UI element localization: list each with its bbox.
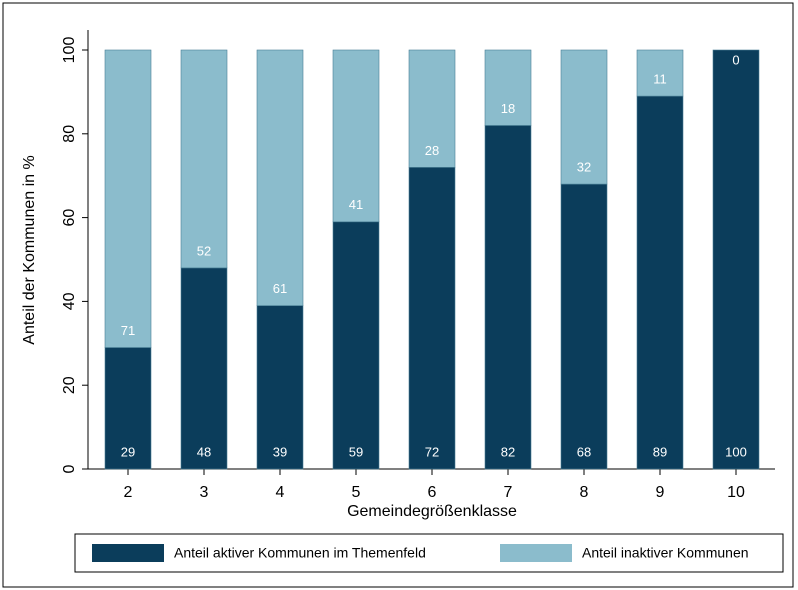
bar-segment: [256, 305, 304, 470]
value-label: 71: [121, 323, 135, 338]
bar-segment: [560, 183, 608, 470]
bar-segment: [256, 49, 304, 306]
bar-segment: [408, 167, 456, 470]
bar-segment: [636, 49, 684, 97]
legend-label: Anteil aktiver Kommunen im Themenfeld: [174, 545, 426, 561]
bar-segment: [332, 221, 380, 470]
bar-segment: [636, 95, 684, 470]
bar-segment: [560, 49, 608, 185]
value-label: 52: [197, 243, 211, 258]
value-label: 11: [653, 72, 667, 87]
y-axis-title: Anteil der Kommunen in %: [21, 155, 38, 344]
legend-swatch: [500, 544, 572, 562]
x-axis-title: Gemeindegrößenklasse: [347, 503, 517, 520]
value-label: 89: [653, 444, 667, 459]
legend-box: [74, 533, 784, 573]
x-tick-label: 6: [428, 484, 437, 501]
legend-swatch: [92, 544, 164, 562]
y-tick-label: 0: [61, 464, 78, 473]
x-tick-label: 10: [727, 484, 745, 501]
x-tick-label: 2: [124, 484, 133, 501]
value-label: 61: [273, 281, 287, 296]
y-tick-label: 100: [61, 37, 78, 64]
bar-segment: [104, 49, 152, 348]
bar-segment: [484, 125, 532, 470]
value-label: 72: [425, 444, 439, 459]
bar-segment: [180, 267, 228, 470]
y-tick-label: 20: [61, 376, 78, 394]
value-label: 39: [273, 444, 287, 459]
bar-segment: [104, 347, 152, 470]
bar-segment: [484, 49, 532, 126]
x-tick-label: 5: [352, 484, 361, 501]
value-label: 48: [197, 444, 211, 459]
legend-label: Anteil inaktiver Kommunen: [582, 545, 749, 561]
value-label: 82: [501, 444, 515, 459]
value-label: 0: [732, 52, 739, 67]
x-tick-label: 9: [656, 484, 665, 501]
bar-segment: [332, 49, 380, 223]
x-tick-label: 8: [580, 484, 589, 501]
y-tick-label: 40: [61, 292, 78, 310]
bar-segment: [180, 49, 228, 269]
value-label: 100: [725, 444, 747, 459]
y-tick-label: 60: [61, 209, 78, 227]
x-tick-label: 7: [504, 484, 513, 501]
value-label: 41: [349, 197, 363, 212]
value-label: 29: [121, 444, 135, 459]
value-label: 68: [577, 444, 591, 459]
bar-segment: [408, 49, 456, 168]
y-tick-label: 80: [61, 125, 78, 143]
value-label: 32: [577, 160, 591, 175]
x-tick-label: 3: [200, 484, 209, 501]
value-label: 18: [501, 101, 515, 116]
bar-segment: [712, 49, 760, 470]
x-tick-label: 4: [276, 484, 285, 501]
value-label: 28: [425, 143, 439, 158]
value-label: 59: [349, 444, 363, 459]
